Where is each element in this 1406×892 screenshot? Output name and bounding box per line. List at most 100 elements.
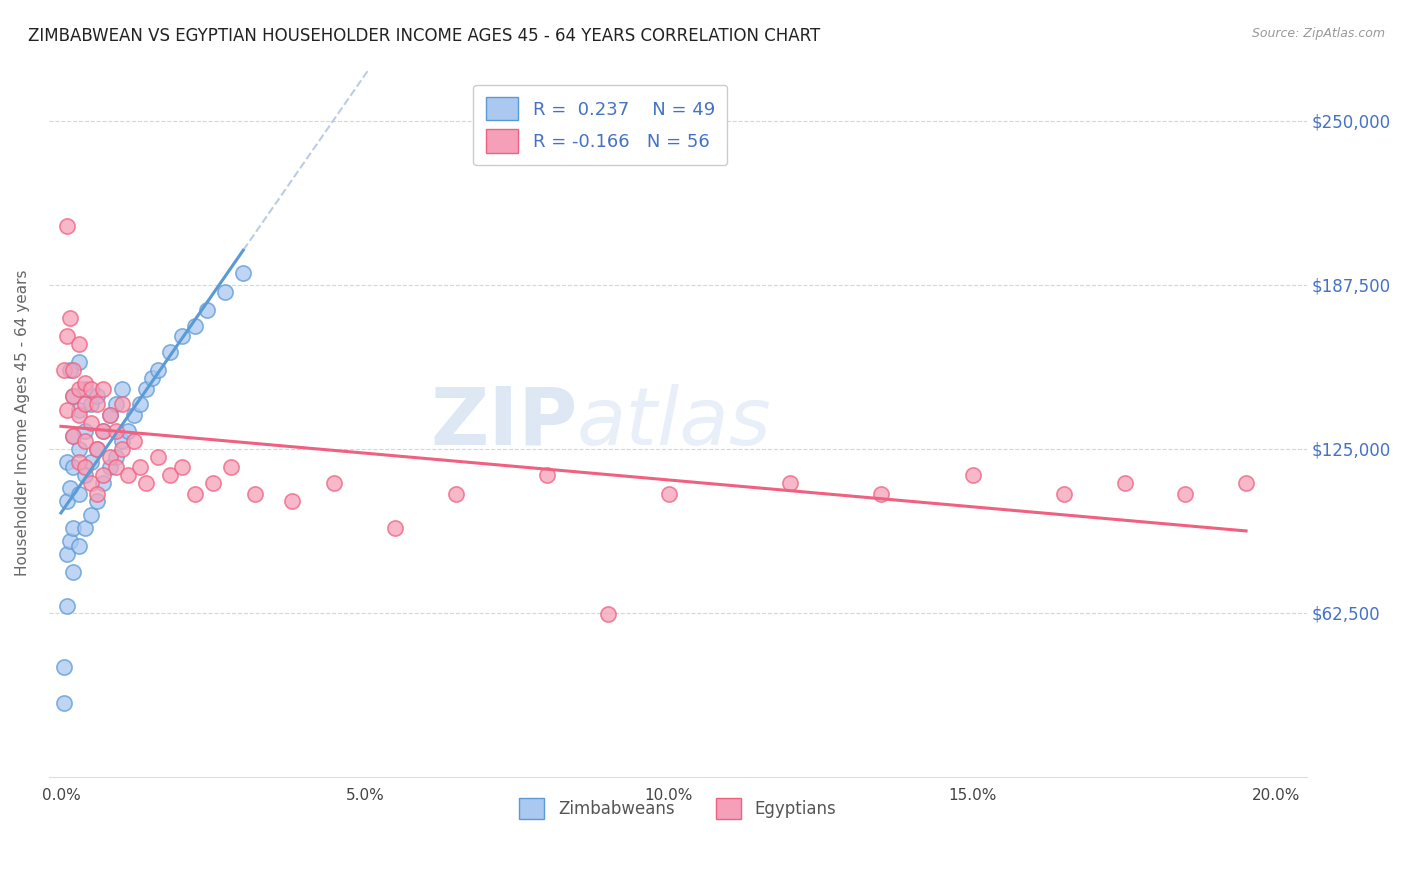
- Point: [75, 460, 97, 475]
- Point: [146, 363, 169, 377]
- Point: [56, 494, 79, 508]
- Point: [536, 468, 558, 483]
- Point: [104, 450, 127, 464]
- Point: [117, 424, 139, 438]
- Point: [122, 434, 145, 448]
- Point: [104, 460, 127, 475]
- Point: [67, 408, 90, 422]
- Point: [80, 382, 103, 396]
- Point: [52, 697, 75, 711]
- Point: [111, 382, 134, 396]
- Point: [52, 363, 75, 377]
- Point: [75, 434, 97, 448]
- Point: [135, 476, 157, 491]
- Point: [75, 376, 97, 391]
- Point: [201, 476, 224, 491]
- Point: [111, 397, 134, 411]
- Point: [62, 460, 84, 475]
- Point: [93, 476, 115, 491]
- Point: [1174, 486, 1197, 500]
- Point: [52, 659, 75, 673]
- Point: [56, 402, 79, 417]
- Point: [141, 371, 163, 385]
- Point: [214, 285, 236, 299]
- Point: [67, 442, 90, 456]
- Point: [86, 494, 108, 508]
- Point: [779, 476, 801, 491]
- Point: [67, 539, 90, 553]
- Point: [1234, 476, 1257, 491]
- Text: Source: ZipAtlas.com: Source: ZipAtlas.com: [1251, 27, 1385, 40]
- Point: [172, 460, 194, 475]
- Point: [86, 442, 108, 456]
- Point: [80, 508, 103, 522]
- Point: [183, 486, 205, 500]
- Point: [59, 363, 82, 377]
- Point: [67, 355, 90, 369]
- Legend: Zimbabweans, Egyptians: Zimbabweans, Egyptians: [513, 791, 842, 825]
- Point: [59, 481, 82, 495]
- Point: [80, 455, 103, 469]
- Point: [159, 344, 181, 359]
- Point: [80, 476, 103, 491]
- Point: [596, 607, 619, 622]
- Point: [56, 219, 79, 233]
- Point: [111, 442, 134, 456]
- Point: [56, 455, 79, 469]
- Point: [93, 424, 115, 438]
- Point: [67, 455, 90, 469]
- Point: [80, 416, 103, 430]
- Point: [67, 486, 90, 500]
- Point: [62, 521, 84, 535]
- Point: [219, 460, 242, 475]
- Point: [67, 337, 90, 351]
- Point: [117, 468, 139, 483]
- Point: [67, 382, 90, 396]
- Point: [104, 397, 127, 411]
- Point: [59, 310, 82, 325]
- Point: [62, 429, 84, 443]
- Point: [62, 429, 84, 443]
- Point: [122, 408, 145, 422]
- Point: [98, 450, 121, 464]
- Point: [62, 566, 84, 580]
- Point: [75, 521, 97, 535]
- Point: [62, 389, 84, 403]
- Point: [93, 382, 115, 396]
- Point: [135, 382, 157, 396]
- Text: ZIMBABWEAN VS EGYPTIAN HOUSEHOLDER INCOME AGES 45 - 64 YEARS CORRELATION CHART: ZIMBABWEAN VS EGYPTIAN HOUSEHOLDER INCOM…: [28, 27, 820, 45]
- Point: [93, 424, 115, 438]
- Point: [245, 486, 267, 500]
- Point: [1053, 486, 1076, 500]
- Point: [870, 486, 893, 500]
- Point: [98, 460, 121, 475]
- Point: [232, 266, 254, 280]
- Point: [56, 547, 79, 561]
- Point: [159, 468, 181, 483]
- Point: [75, 382, 97, 396]
- Point: [62, 389, 84, 403]
- Text: ZIP: ZIP: [430, 384, 578, 462]
- Point: [75, 468, 97, 483]
- Point: [384, 521, 406, 535]
- Point: [195, 302, 218, 317]
- Point: [172, 329, 194, 343]
- Point: [86, 389, 108, 403]
- Point: [658, 486, 681, 500]
- Point: [104, 424, 127, 438]
- Point: [75, 397, 97, 411]
- Point: [129, 460, 152, 475]
- Point: [129, 397, 152, 411]
- Point: [962, 468, 984, 483]
- Point: [111, 434, 134, 448]
- Point: [98, 408, 121, 422]
- Point: [67, 402, 90, 417]
- Point: [183, 318, 205, 333]
- Point: [80, 397, 103, 411]
- Point: [86, 397, 108, 411]
- Point: [56, 599, 79, 614]
- Point: [1114, 476, 1136, 491]
- Point: [56, 329, 79, 343]
- Text: atlas: atlas: [578, 384, 772, 462]
- Point: [59, 533, 82, 548]
